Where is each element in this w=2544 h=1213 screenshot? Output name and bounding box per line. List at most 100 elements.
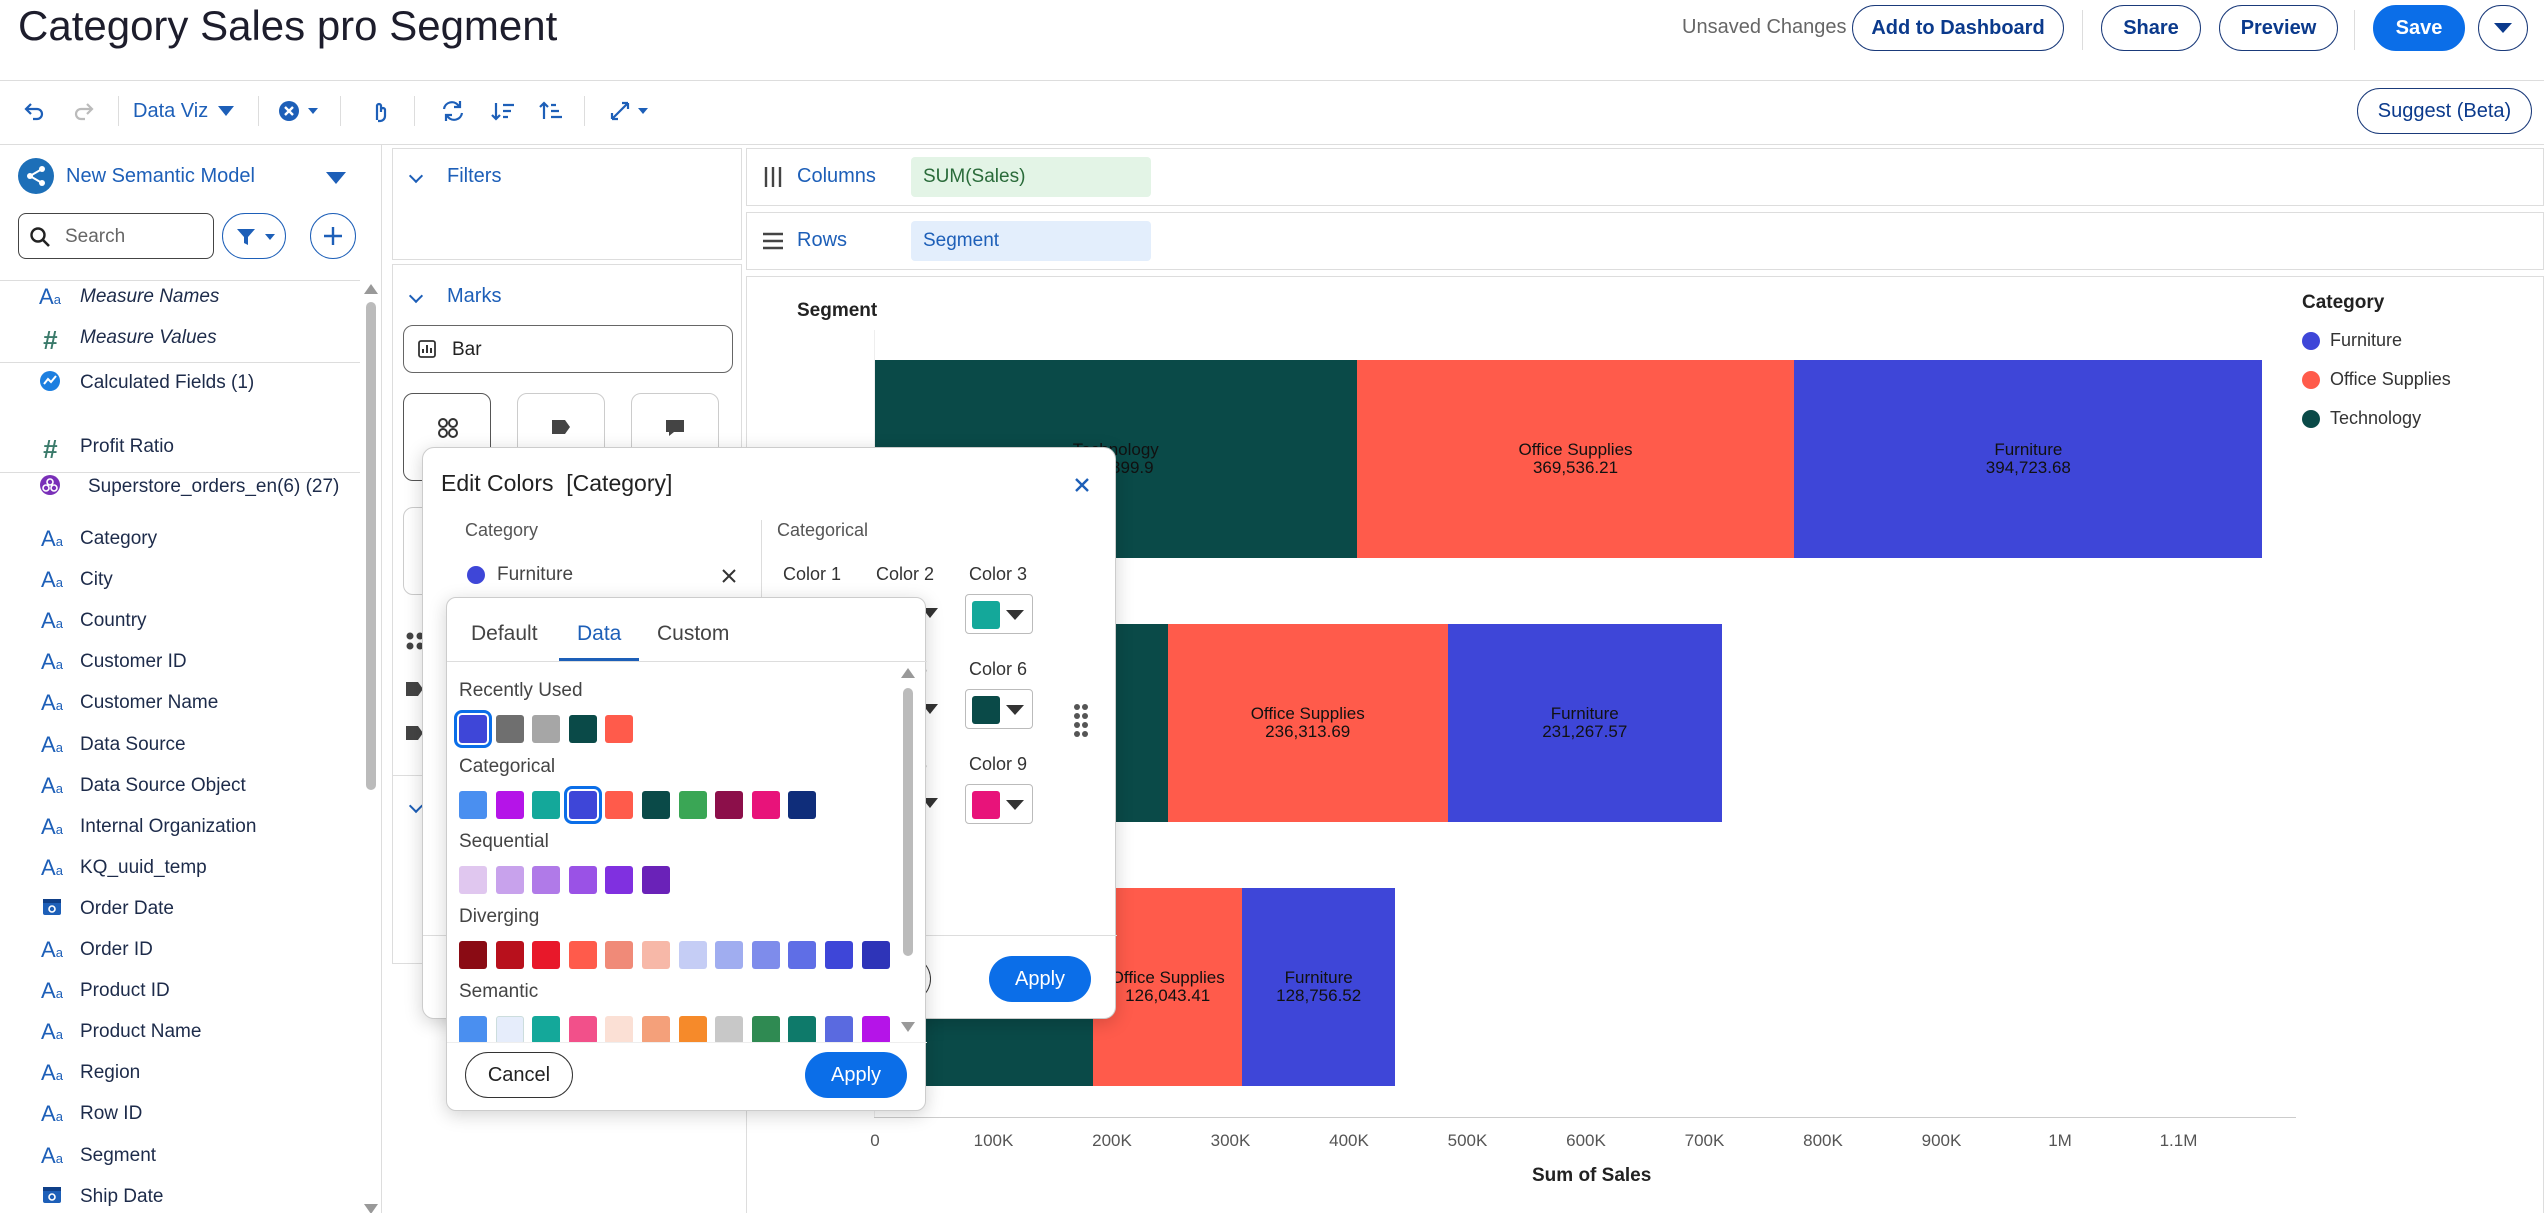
legend-item[interactable]: Furniture bbox=[2302, 330, 2402, 351]
color-swatch[interactable] bbox=[532, 941, 561, 969]
color-swatch[interactable] bbox=[825, 941, 853, 969]
field-item[interactable]: Country bbox=[80, 610, 147, 632]
field-item[interactable]: KQ_uuid_temp bbox=[80, 856, 207, 878]
chevron-down-icon[interactable] bbox=[408, 168, 424, 184]
color-swatch[interactable] bbox=[678, 941, 707, 969]
fit-dropdown[interactable] bbox=[608, 96, 648, 126]
tab-custom[interactable]: Custom bbox=[657, 622, 730, 645]
save-options-button[interactable] bbox=[2478, 5, 2528, 51]
color-swatch[interactable] bbox=[568, 866, 597, 894]
suggest-beta-button[interactable]: Suggest (Beta) bbox=[2357, 88, 2532, 134]
drag-handle-icon[interactable] bbox=[1073, 703, 1089, 737]
swap-icon[interactable] bbox=[440, 96, 466, 126]
color-swatch[interactable] bbox=[751, 1016, 780, 1042]
redo-icon[interactable] bbox=[72, 96, 96, 126]
color-9-select[interactable] bbox=[965, 784, 1033, 824]
color-swatch[interactable] bbox=[751, 791, 780, 819]
bar-office-supplies[interactable]: Office Supplies 236,313.69 bbox=[1167, 624, 1448, 822]
field-item[interactable]: Superstore_orders_en(6) (27) bbox=[88, 476, 340, 497]
color-swatch[interactable] bbox=[532, 866, 561, 894]
chevron-down-icon[interactable] bbox=[408, 288, 424, 304]
columns-pill[interactable]: SUM(Sales) bbox=[911, 157, 1151, 197]
chevron-down-icon[interactable] bbox=[922, 798, 938, 808]
chevron-down-icon[interactable] bbox=[326, 172, 346, 184]
color-swatch[interactable] bbox=[495, 715, 524, 743]
color-swatch[interactable] bbox=[715, 1016, 744, 1042]
color-swatch[interactable] bbox=[532, 791, 561, 819]
sort-descending-icon[interactable] bbox=[538, 96, 564, 126]
field-item[interactable]: Profit Ratio bbox=[80, 436, 174, 457]
color-swatch[interactable] bbox=[678, 1016, 707, 1042]
color-swatch[interactable] bbox=[788, 941, 817, 969]
color-6-select[interactable] bbox=[965, 689, 1033, 729]
field-item[interactable]: Row ID bbox=[80, 1103, 143, 1125]
color-swatch[interactable] bbox=[495, 866, 524, 894]
close-icon[interactable] bbox=[1073, 476, 1091, 494]
field-item[interactable]: Category bbox=[80, 528, 158, 549]
picker-apply-button[interactable]: Apply bbox=[805, 1052, 907, 1098]
scroll-down-icon[interactable] bbox=[364, 1204, 378, 1213]
field-item[interactable]: Customer ID bbox=[80, 651, 187, 673]
color-swatch[interactable] bbox=[605, 715, 634, 743]
color-swatch[interactable] bbox=[563, 786, 602, 824]
field-item[interactable]: Measure Names bbox=[80, 286, 220, 307]
color-swatch[interactable] bbox=[459, 1016, 487, 1042]
category-item-furniture[interactable]: Furniture bbox=[437, 554, 747, 596]
search-input[interactable]: Search bbox=[18, 213, 214, 259]
bar-office-supplies[interactable]: Office Supplies 126,043.41 bbox=[1093, 888, 1243, 1086]
field-item[interactable]: Product Name bbox=[80, 1021, 202, 1043]
color-swatch[interactable] bbox=[642, 791, 670, 819]
add-field-button[interactable] bbox=[310, 213, 356, 259]
touch-icon[interactable] bbox=[368, 96, 390, 126]
field-item[interactable]: Data Source Object bbox=[80, 774, 246, 796]
color-swatch[interactable] bbox=[825, 1016, 853, 1042]
color-swatch[interactable] bbox=[605, 1016, 634, 1042]
color-swatch[interactable] bbox=[861, 941, 890, 969]
field-item[interactable]: Internal Organization bbox=[80, 815, 257, 837]
scroll-up-icon[interactable] bbox=[901, 668, 915, 678]
color-swatch[interactable] bbox=[459, 791, 487, 819]
legend-item[interactable]: Office Supplies bbox=[2302, 369, 2451, 390]
color-swatch[interactable] bbox=[605, 866, 634, 894]
data-viz-dropdown[interactable]: Data Viz bbox=[133, 96, 235, 126]
color-swatch[interactable] bbox=[715, 941, 744, 969]
bar-office-supplies[interactable]: Office Supplies 369,536.21 bbox=[1356, 360, 1795, 558]
undo-icon[interactable] bbox=[22, 96, 46, 126]
chevron-down-icon[interactable] bbox=[922, 608, 938, 618]
palette-scrollbar[interactable] bbox=[903, 688, 913, 956]
sort-ascending-icon[interactable] bbox=[490, 96, 516, 126]
field-item[interactable]: Region bbox=[80, 1062, 141, 1084]
color-3-select[interactable] bbox=[965, 594, 1033, 634]
cancel-button[interactable]: Cancel bbox=[465, 1052, 573, 1098]
scroll-down-icon[interactable] bbox=[901, 1022, 915, 1032]
color-swatch[interactable] bbox=[459, 941, 487, 969]
field-item[interactable]: Measure Values bbox=[80, 327, 217, 348]
tab-default[interactable]: Default bbox=[471, 622, 538, 645]
color-swatch[interactable] bbox=[459, 866, 487, 894]
field-item[interactable]: Customer Name bbox=[80, 692, 219, 714]
field-list-scrollbar[interactable] bbox=[366, 302, 376, 790]
color-swatch[interactable] bbox=[788, 1016, 817, 1042]
filter-dropdown-button[interactable] bbox=[222, 213, 286, 259]
color-swatch[interactable] bbox=[715, 791, 744, 819]
color-swatch[interactable] bbox=[495, 791, 524, 819]
color-swatch[interactable] bbox=[678, 791, 707, 819]
field-item[interactable]: Order ID bbox=[80, 939, 153, 960]
color-swatch[interactable] bbox=[532, 1016, 561, 1042]
color-swatch[interactable] bbox=[642, 1016, 670, 1042]
color-swatch[interactable] bbox=[642, 941, 670, 969]
field-item[interactable]: Calculated Fields (1) bbox=[80, 372, 255, 393]
semantic-model-name[interactable]: New Semantic Model bbox=[66, 165, 255, 187]
color-swatch[interactable] bbox=[605, 791, 634, 819]
field-item[interactable]: Segment bbox=[80, 1144, 157, 1166]
color-swatch[interactable] bbox=[495, 1016, 524, 1042]
color-swatch[interactable] bbox=[532, 715, 561, 743]
color-swatch[interactable] bbox=[861, 1016, 890, 1042]
field-item[interactable]: Ship Date bbox=[80, 1185, 164, 1207]
bar-furniture[interactable]: Furniture 231,267.57 bbox=[1447, 624, 1722, 822]
dialog-apply-button[interactable]: Apply bbox=[989, 956, 1091, 1002]
bar-furniture[interactable]: Furniture 394,723.68 bbox=[1794, 360, 2263, 558]
field-item[interactable]: Order Date bbox=[80, 897, 174, 919]
color-swatch[interactable] bbox=[568, 941, 597, 969]
color-swatch[interactable] bbox=[642, 866, 670, 894]
